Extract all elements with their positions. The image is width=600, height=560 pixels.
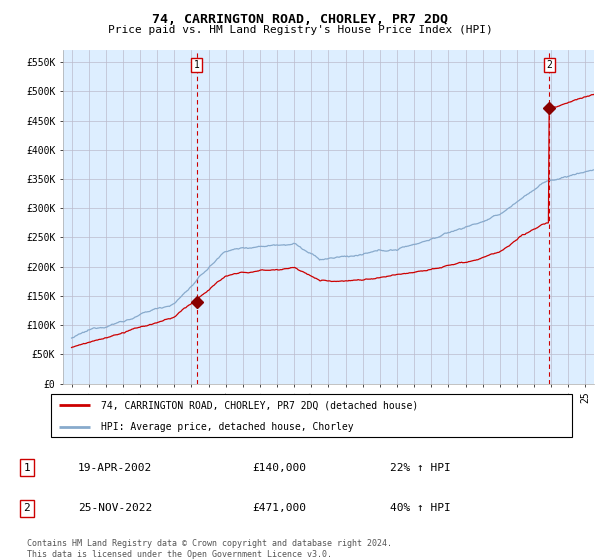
Text: Contains HM Land Registry data © Crown copyright and database right 2024.
This d: Contains HM Land Registry data © Crown c… bbox=[27, 539, 392, 559]
Text: HPI: Average price, detached house, Chorley: HPI: Average price, detached house, Chor… bbox=[101, 422, 353, 432]
Text: 22% ↑ HPI: 22% ↑ HPI bbox=[390, 463, 451, 473]
Text: £471,000: £471,000 bbox=[252, 503, 306, 514]
Text: 25-NOV-2022: 25-NOV-2022 bbox=[78, 503, 152, 514]
Text: 19-APR-2002: 19-APR-2002 bbox=[78, 463, 152, 473]
Text: 74, CARRINGTON ROAD, CHORLEY, PR7 2DQ: 74, CARRINGTON ROAD, CHORLEY, PR7 2DQ bbox=[152, 13, 448, 26]
FancyBboxPatch shape bbox=[50, 394, 572, 437]
Text: 2: 2 bbox=[547, 60, 553, 70]
Text: 40% ↑ HPI: 40% ↑ HPI bbox=[390, 503, 451, 514]
Text: 1: 1 bbox=[194, 60, 200, 70]
Text: £140,000: £140,000 bbox=[252, 463, 306, 473]
Text: 74, CARRINGTON ROAD, CHORLEY, PR7 2DQ (detached house): 74, CARRINGTON ROAD, CHORLEY, PR7 2DQ (d… bbox=[101, 400, 418, 410]
Text: 1: 1 bbox=[23, 463, 31, 473]
Text: Price paid vs. HM Land Registry's House Price Index (HPI): Price paid vs. HM Land Registry's House … bbox=[107, 25, 493, 35]
Text: 2: 2 bbox=[23, 503, 31, 514]
